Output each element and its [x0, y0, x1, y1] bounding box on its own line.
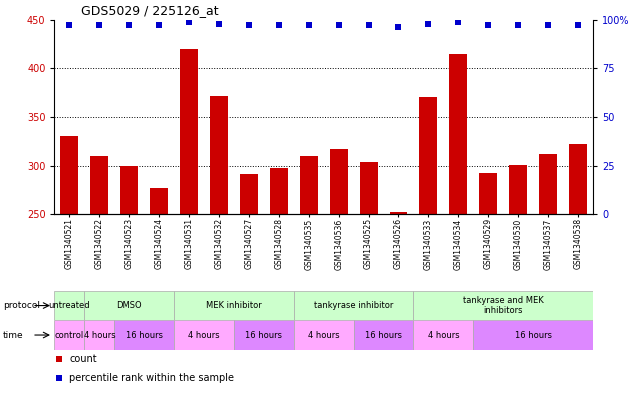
Bar: [413, 320, 473, 350]
Bar: [413, 291, 593, 320]
Bar: [329, 149, 347, 214]
Text: time: time: [3, 331, 24, 340]
Bar: [473, 320, 593, 350]
Bar: [354, 320, 413, 350]
Text: 16 hours: 16 hours: [365, 331, 402, 340]
Text: DMSO: DMSO: [117, 301, 142, 310]
Bar: [294, 320, 354, 350]
Bar: [569, 144, 587, 214]
Bar: [150, 188, 168, 214]
Bar: [180, 49, 198, 214]
Bar: [509, 165, 527, 214]
Text: 4 hours: 4 hours: [428, 331, 459, 340]
Bar: [174, 320, 234, 350]
Text: 4 hours: 4 hours: [308, 331, 340, 340]
Text: 4 hours: 4 hours: [188, 331, 220, 340]
Bar: [54, 291, 85, 320]
Bar: [479, 173, 497, 214]
Text: tankyrase inhibitor: tankyrase inhibitor: [314, 301, 394, 310]
Text: MEK inhibitor: MEK inhibitor: [206, 301, 262, 310]
Bar: [240, 174, 258, 214]
Bar: [85, 320, 114, 350]
Text: 4 hours: 4 hours: [83, 331, 115, 340]
Bar: [234, 320, 294, 350]
Text: 16 hours: 16 hours: [246, 331, 283, 340]
Bar: [360, 162, 378, 214]
Text: 16 hours: 16 hours: [126, 331, 163, 340]
Bar: [60, 136, 78, 214]
Text: untreated: untreated: [49, 301, 90, 310]
Text: 16 hours: 16 hours: [515, 331, 552, 340]
Bar: [300, 156, 318, 214]
Bar: [114, 320, 174, 350]
Text: count: count: [69, 354, 97, 364]
Text: control: control: [55, 331, 84, 340]
Text: GDS5029 / 225126_at: GDS5029 / 225126_at: [81, 4, 219, 17]
Bar: [90, 156, 108, 214]
Text: tankyrase and MEK
inhibitors: tankyrase and MEK inhibitors: [463, 296, 544, 315]
Bar: [294, 291, 413, 320]
Bar: [449, 54, 467, 214]
Bar: [54, 320, 85, 350]
Bar: [270, 169, 288, 214]
Text: protocol: protocol: [3, 301, 40, 310]
Bar: [174, 291, 294, 320]
Bar: [419, 97, 437, 214]
Bar: [390, 212, 408, 214]
Bar: [539, 154, 557, 214]
Bar: [121, 165, 138, 214]
Text: percentile rank within the sample: percentile rank within the sample: [69, 373, 234, 383]
Bar: [210, 95, 228, 214]
Bar: [85, 291, 174, 320]
